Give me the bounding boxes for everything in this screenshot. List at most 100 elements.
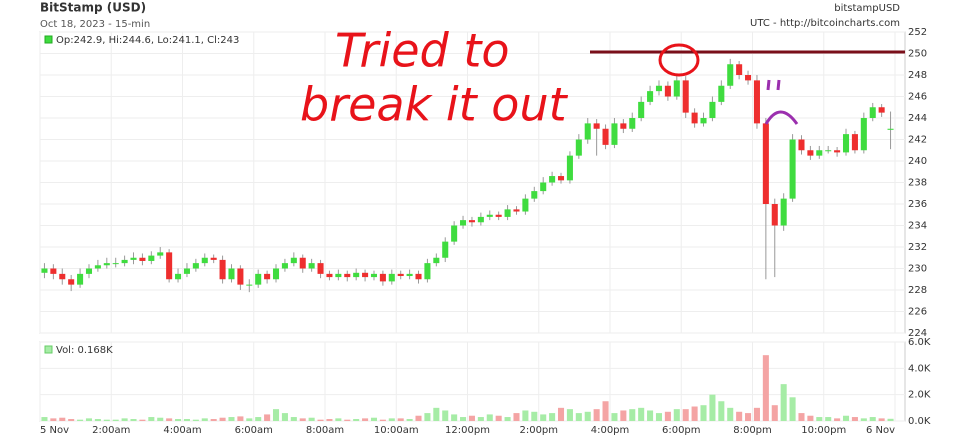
y-tick-label: 230 bbox=[908, 264, 927, 275]
x-tick-label: 4:00pm bbox=[591, 425, 630, 436]
candle-body bbox=[59, 273, 66, 280]
candle-body bbox=[148, 255, 155, 261]
candle-body bbox=[50, 268, 57, 274]
volume-bar bbox=[736, 411, 743, 421]
marks: 224 226 228 230 232 234 236 238 240 242 244 246 248 2… bbox=[39, 27, 931, 436]
annotation: break it out bbox=[300, 78, 569, 132]
legend-swatch bbox=[44, 345, 53, 354]
candle-body bbox=[477, 216, 484, 223]
candle-body bbox=[210, 257, 217, 260]
volume-bar bbox=[103, 419, 110, 421]
candle-body bbox=[504, 209, 511, 217]
candle-body bbox=[700, 118, 707, 124]
candle-body bbox=[255, 273, 262, 285]
candle-body bbox=[557, 176, 565, 181]
candle-body bbox=[878, 107, 885, 113]
candle-body bbox=[41, 268, 48, 273]
volume-bar bbox=[246, 418, 253, 421]
candle-body bbox=[183, 268, 190, 274]
volume-bar bbox=[175, 419, 182, 421]
volume-bar bbox=[638, 407, 645, 421]
candle-body bbox=[834, 150, 841, 153]
volume-bar bbox=[486, 414, 493, 421]
volume-bar bbox=[468, 415, 475, 421]
volume-bar bbox=[228, 417, 235, 421]
candle-body bbox=[691, 112, 698, 124]
candle-body bbox=[388, 273, 395, 282]
volume-bar bbox=[344, 419, 351, 421]
volume-bar bbox=[415, 415, 422, 421]
volume-bar bbox=[682, 409, 689, 421]
y-tick-label: 0.0K bbox=[908, 416, 931, 427]
candle-body bbox=[121, 259, 128, 264]
candle-body bbox=[335, 273, 342, 278]
candle-body bbox=[85, 268, 93, 274]
candle-body bbox=[308, 263, 315, 269]
y-tick-label: 4.0K bbox=[908, 363, 931, 374]
x-tick-label: 8:00am bbox=[306, 425, 344, 436]
annotation: Tried to bbox=[335, 24, 510, 78]
x-tick-label: 4:00am bbox=[163, 425, 201, 436]
volume-bar bbox=[148, 417, 155, 421]
candle-body bbox=[264, 273, 271, 280]
volume-bar bbox=[647, 410, 654, 421]
x-tick-label: 8:00pm bbox=[733, 425, 772, 436]
volume-bar bbox=[290, 417, 297, 421]
volume-bar bbox=[50, 418, 57, 421]
volume-bar bbox=[593, 409, 600, 421]
x-tick-label: 10:00am bbox=[374, 425, 419, 436]
volume-bar bbox=[851, 417, 858, 421]
candle-body bbox=[68, 279, 75, 285]
candle-body bbox=[851, 134, 858, 151]
volume-bar bbox=[611, 413, 618, 421]
candle-body bbox=[682, 80, 689, 113]
candle-body bbox=[495, 214, 502, 217]
sad-face bbox=[764, 79, 799, 125]
volume-bar bbox=[166, 418, 173, 421]
candle-body bbox=[94, 265, 101, 269]
chart-title: BitStamp (USD) bbox=[40, 1, 146, 15]
candle-body bbox=[246, 284, 253, 286]
candle-body bbox=[362, 272, 369, 278]
volume-bar bbox=[807, 415, 814, 421]
candle-body bbox=[281, 263, 288, 269]
volume-bar bbox=[157, 417, 164, 421]
y-tick-label: 232 bbox=[908, 242, 927, 253]
candle-body bbox=[540, 182, 547, 192]
candle-body bbox=[664, 85, 671, 97]
candle-body bbox=[103, 263, 110, 266]
volume-bar bbox=[139, 419, 146, 421]
volume-bar bbox=[406, 419, 413, 421]
volume-bar bbox=[299, 418, 306, 421]
volume-bar bbox=[709, 394, 716, 421]
y-tick-label: 248 bbox=[908, 70, 927, 81]
candle-body bbox=[575, 139, 582, 156]
x-tick-label: 10:00pm bbox=[801, 425, 846, 436]
candle-body bbox=[468, 220, 475, 223]
x-tick-label: 2:00am bbox=[92, 425, 130, 436]
volume-bar bbox=[655, 413, 663, 421]
candle-body bbox=[869, 107, 876, 118]
volume-bar bbox=[201, 418, 208, 421]
y-tick-label: 234 bbox=[908, 221, 927, 232]
candle-body bbox=[825, 150, 832, 152]
volume-bar bbox=[789, 397, 796, 421]
volume-bar bbox=[495, 415, 502, 421]
volume-bar bbox=[379, 419, 386, 421]
y-tick-label: 238 bbox=[908, 178, 927, 189]
candle-body bbox=[228, 268, 235, 280]
source: UTC - http://bitcoincharts.com bbox=[750, 18, 900, 29]
candle-body bbox=[736, 64, 743, 75]
candle-body bbox=[771, 204, 778, 226]
x-tick-label: 6:00am bbox=[235, 425, 273, 436]
volume-bar bbox=[255, 417, 262, 421]
y-tick-label: 2.0K bbox=[908, 390, 931, 401]
x-tick-label: 6 Nov bbox=[866, 425, 895, 436]
candle-body bbox=[424, 263, 431, 280]
y-tick-label: 6.0K bbox=[908, 337, 931, 348]
candle-body bbox=[397, 273, 404, 277]
candle-body bbox=[317, 263, 324, 274]
volume-bar bbox=[620, 410, 627, 421]
volume-bar bbox=[780, 384, 787, 421]
